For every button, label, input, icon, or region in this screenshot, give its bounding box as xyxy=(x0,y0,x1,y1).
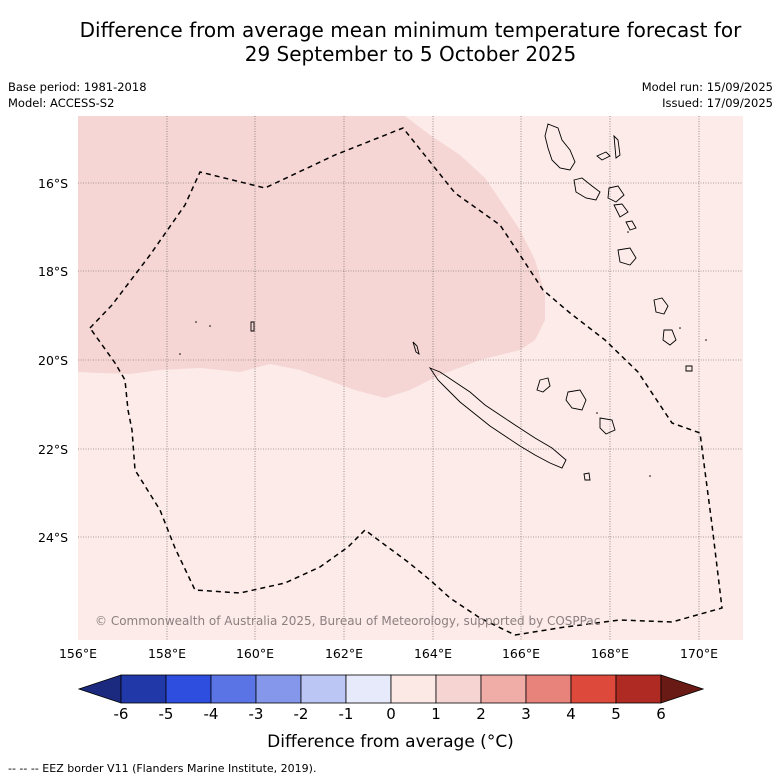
colorbar-tick-label: 3 xyxy=(521,705,531,723)
erromango-island xyxy=(625,220,637,231)
colorbar-segment xyxy=(570,674,617,704)
belep-island xyxy=(412,341,420,356)
model-run: Model run: 15/09/2025 xyxy=(641,80,773,94)
colorbar-tick-label: 4 xyxy=(566,705,576,723)
small-islet-1 xyxy=(685,365,693,372)
lon-label-168e: 168°E xyxy=(590,646,629,661)
lon-label-162e: 162°E xyxy=(324,646,363,661)
title-line-2: 29 September to 5 October 2025 xyxy=(244,42,577,66)
colorbar-tick-label: 2 xyxy=(476,705,486,723)
maewo-island xyxy=(613,134,621,159)
matthew-island xyxy=(653,297,669,315)
base-period: Base period: 1981-2018 xyxy=(8,80,147,94)
small-islets xyxy=(179,231,707,477)
title-line-1: Difference from average mean minimum tem… xyxy=(79,18,742,42)
colorbar-segment xyxy=(165,674,212,704)
copyright-notice: © Commonwealth of Australia 2025, Bureau… xyxy=(95,614,601,628)
map-title: Difference from average mean minimum tem… xyxy=(0,18,781,66)
tanna-island xyxy=(617,247,637,266)
forecast-map xyxy=(78,116,743,640)
colorbar-segment xyxy=(210,674,257,704)
colorbar-tick-label: -5 xyxy=(158,705,174,723)
lon-label-160e: 160°E xyxy=(235,646,274,661)
ambae-island xyxy=(596,151,611,161)
lat-label-24s: 24°S xyxy=(38,530,69,545)
new-caledonia-island xyxy=(428,367,567,469)
colorbar-tick-label: -1 xyxy=(338,705,354,723)
colorbar xyxy=(78,674,704,704)
lat-label-20s: 20°S xyxy=(38,353,69,368)
colorbar-tick-label: -6 xyxy=(113,705,129,723)
meta-left: Base period: 1981-2018 Model: ACCESS-S2 xyxy=(8,79,147,111)
colorbar-tick-label: -4 xyxy=(203,705,219,723)
lon-label-158e: 158°E xyxy=(147,646,186,661)
lon-label-170e: 170°E xyxy=(679,646,718,661)
mare-island xyxy=(599,417,616,435)
colorbar-over-triangle xyxy=(660,674,704,704)
colorbar-label: Difference from average (°C) xyxy=(267,732,514,752)
isle-of-pines xyxy=(583,472,591,481)
colorbar-segments xyxy=(120,674,662,704)
pentecost-island xyxy=(607,185,625,203)
coastlines xyxy=(250,123,693,481)
issued-date: Issued: 17/09/2025 xyxy=(662,96,773,110)
grid-lines xyxy=(78,116,743,640)
colorbar-tick-label: 5 xyxy=(611,705,621,723)
colorbar-segment xyxy=(120,674,167,704)
warm-anomaly-area xyxy=(78,116,545,398)
colorbar-under-triangle xyxy=(78,674,122,704)
colorbar-tick-label: -3 xyxy=(248,705,264,723)
eez-border xyxy=(89,127,723,636)
colorbar-segment xyxy=(435,674,482,704)
lon-label-166e: 166°E xyxy=(501,646,540,661)
efate-island xyxy=(613,203,629,218)
espiritu-santo-island xyxy=(544,123,576,171)
malakula-island xyxy=(573,177,601,201)
colorbar-segment xyxy=(615,674,662,704)
hunter-island xyxy=(662,329,677,346)
meta-right: Model run: 15/09/2025 Issued: 17/09/2025 xyxy=(642,79,773,111)
colorbar-segment xyxy=(300,674,347,704)
colorbar-segment xyxy=(390,674,437,704)
colorbar-segment xyxy=(255,674,302,704)
lat-label-18s: 18°S xyxy=(38,264,69,279)
model-name: Model: ACCESS-S2 xyxy=(8,96,115,110)
eez-legend-footer: -- -- -- EEZ border V11 (Flanders Marine… xyxy=(8,762,317,775)
lat-label-22s: 22°S xyxy=(38,442,69,457)
ouvea-island xyxy=(536,377,551,393)
colorbar-segment xyxy=(480,674,527,704)
colorbar-segment xyxy=(345,674,392,704)
lat-label-16s: 16°S xyxy=(38,176,69,191)
colorbar-tick-label: 6 xyxy=(656,705,666,723)
lifou-island xyxy=(565,389,587,411)
lon-label-156e: 156°E xyxy=(58,646,97,661)
small-islet-2 xyxy=(250,321,255,332)
colorbar-tick-label: 0 xyxy=(386,705,396,723)
lon-label-164e: 164°E xyxy=(413,646,452,661)
colorbar-segment xyxy=(525,674,572,704)
colorbar-tick-label: -2 xyxy=(293,705,309,723)
colorbar-tick-label: 1 xyxy=(431,705,441,723)
